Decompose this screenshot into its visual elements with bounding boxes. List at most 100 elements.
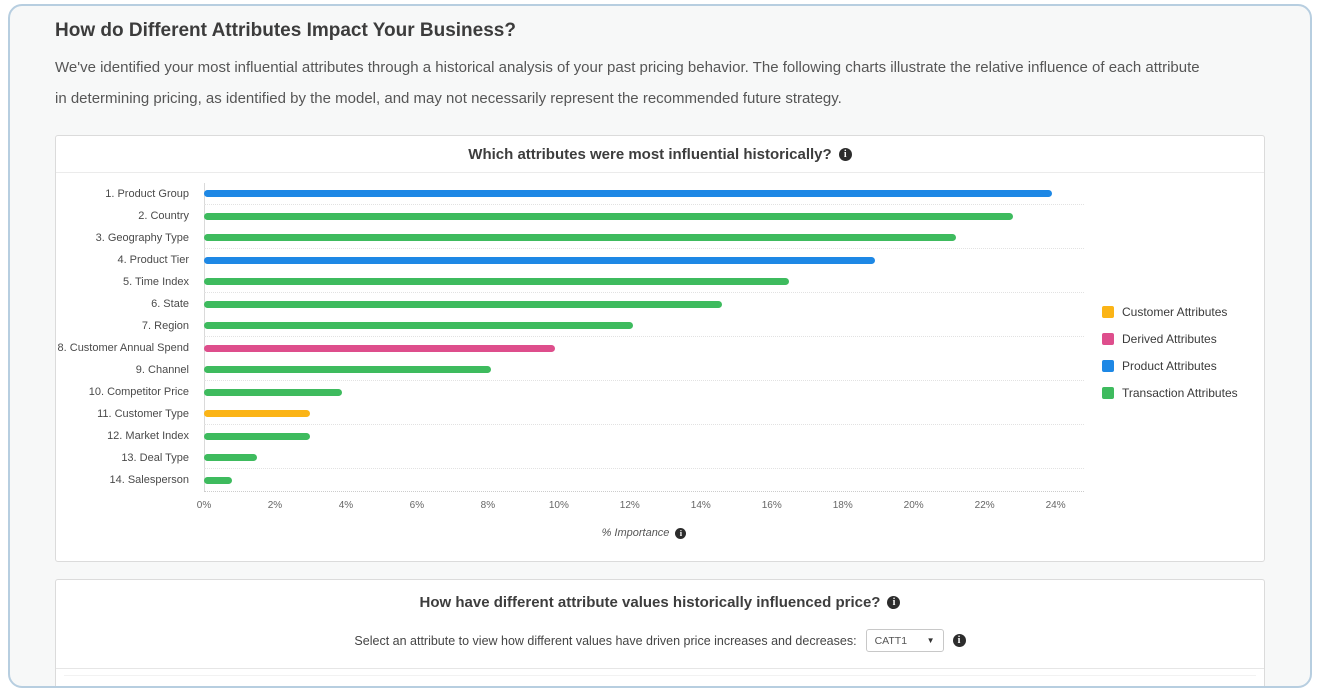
bar-track — [204, 337, 1084, 359]
x-tick-label: 2% — [267, 500, 283, 511]
info-icon[interactable]: i — [887, 596, 901, 609]
importance-bar — [204, 190, 1053, 197]
importance-bar — [204, 278, 790, 285]
info-icon[interactable]: i — [838, 147, 852, 161]
legend-swatch-icon — [1102, 306, 1114, 318]
importance-bar — [204, 432, 311, 440]
bar-track — [204, 469, 1084, 491]
legend-swatch-icon — [1102, 387, 1114, 399]
importance-bar — [204, 212, 1014, 220]
bar-track — [204, 183, 1084, 205]
page-description: We've identified your most influential a… — [55, 59, 1200, 107]
bar-track — [204, 425, 1084, 447]
x-tick-label: 22% — [974, 500, 995, 511]
category-label: 14. Salesperson — [109, 474, 190, 486]
legend-label: Derived Attributes — [1122, 332, 1217, 346]
card-divider — [56, 668, 1264, 669]
chart-row: 11. Customer Type — [56, 403, 1084, 425]
page-container: How do Different Attributes Impact Your … — [8, 4, 1312, 688]
price-influence-card: How have different attribute values hist… — [55, 579, 1265, 686]
page-title: How do Different Attributes Impact Your … — [55, 20, 516, 41]
chart-row: 6. State — [56, 293, 1084, 315]
category-label: 1. Product Group — [105, 188, 189, 200]
category-label: 9. Channel — [135, 364, 189, 376]
x-axis-title: % Importance — [601, 527, 670, 539]
importance-bar — [204, 234, 957, 241]
bar-track — [204, 381, 1084, 403]
importance-plot: 1. Product Group 2. Country 3. Geography T… — [56, 183, 1084, 539]
chart-row: 9. Channel — [56, 359, 1084, 381]
chevron-down-icon: ▼ — [926, 636, 935, 645]
x-tick-label: 6% — [409, 500, 425, 511]
bar-track — [204, 447, 1084, 469]
bar-track — [204, 271, 1084, 293]
chart-row: 2. Country — [56, 205, 1084, 227]
legend-item[interactable]: Derived Attributes — [1102, 332, 1264, 346]
info-icon[interactable]: i — [952, 634, 966, 647]
x-tick-label: 4% — [338, 500, 354, 511]
importance-bar — [204, 454, 258, 461]
importance-bar — [204, 410, 311, 417]
x-tick-label: 12% — [619, 500, 640, 511]
chart-row: 1. Product Group — [56, 183, 1084, 205]
chart-row: 7. Region — [56, 315, 1084, 337]
bar-track — [204, 359, 1084, 381]
chart-row: 10. Competitor Price — [56, 381, 1084, 403]
category-label: 11. Customer Type — [97, 408, 189, 420]
importance-bar — [204, 366, 492, 373]
x-tick-label: 20% — [903, 500, 924, 511]
chart1-legend: Customer Attributes Derived Attributes Pro… — [1084, 183, 1264, 539]
bar-track — [204, 249, 1084, 271]
attribute-select-label: Select an attribute to view how differen… — [354, 633, 857, 648]
importance-bar — [204, 300, 723, 308]
category-label: 6. State — [151, 298, 189, 310]
chart2-title: How have different attribute values hist… — [419, 594, 881, 611]
chart1-title-row: Which attributes were most influential h… — [56, 136, 1264, 173]
importance-chart: 1. Product Group 2. Country 3. Geography T… — [56, 173, 1264, 539]
attribute-select-row: Select an attribute to view how differen… — [56, 629, 1264, 652]
x-tick-label: 0% — [196, 500, 212, 511]
importance-bar — [204, 322, 634, 329]
legend-item[interactable]: Transaction Attributes — [1102, 386, 1264, 400]
chart-row: 12. Market Index — [56, 425, 1084, 447]
category-label: 10. Competitor Price — [88, 386, 189, 398]
attribute-select-value: CATT1 — [874, 634, 908, 647]
legend-label: Customer Attributes — [1122, 305, 1228, 319]
chart-row: 8. Customer Annual Spend — [56, 337, 1084, 359]
category-label: 8. Customer Annual Spend — [57, 342, 189, 354]
chart-row: 3. Geography Type — [56, 227, 1084, 249]
legend-label: Product Attributes — [1122, 359, 1217, 373]
importance-chart-card: Which attributes were most influential h… — [55, 135, 1265, 562]
chart1-title: Which attributes were most influential h… — [468, 145, 832, 163]
chart2-title-row: How have different attribute values hist… — [56, 594, 1264, 611]
legend-swatch-icon — [1102, 360, 1114, 372]
legend-item[interactable]: Customer Attributes — [1102, 305, 1264, 319]
category-label: 13. Deal Type — [121, 452, 189, 464]
legend-item[interactable]: Product Attributes — [1102, 359, 1264, 373]
legend-label: Transaction Attributes — [1122, 386, 1238, 400]
category-label: 5. Time Index — [122, 276, 189, 288]
chart2-panel-edge — [64, 675, 1256, 676]
x-tick-label: 18% — [832, 500, 853, 511]
legend-swatch-icon — [1102, 333, 1114, 345]
category-label: 12. Market Index — [107, 430, 189, 442]
chart-row: 14. Salesperson — [56, 469, 1084, 491]
x-axis: 0% 2% 4% 6% 8% 10% 12% 14% 16% 18% 20% 22% 24% — [197, 491, 1084, 519]
importance-bar — [204, 344, 556, 352]
category-label: 2. Country — [138, 210, 189, 222]
x-axis-title-row: % Importance i — [204, 527, 1084, 539]
category-label: 3. Geography Type — [95, 232, 189, 244]
category-label: 7. Region — [141, 320, 189, 332]
importance-bar — [204, 388, 343, 396]
attribute-select[interactable]: CATT1 ▼ — [865, 629, 944, 652]
importance-bar — [204, 476, 233, 484]
bar-track — [204, 293, 1084, 315]
x-tick-label: 24% — [1045, 500, 1066, 511]
info-icon[interactable]: i — [675, 527, 687, 539]
x-tick-label: 10% — [548, 500, 569, 511]
x-tick-label: 8% — [480, 500, 496, 511]
bar-track — [204, 227, 1084, 249]
bar-track — [204, 403, 1084, 425]
category-label: 4. Product Tier — [117, 254, 189, 266]
bar-rows: 1. Product Group 2. Country 3. Geography T… — [56, 183, 1084, 492]
